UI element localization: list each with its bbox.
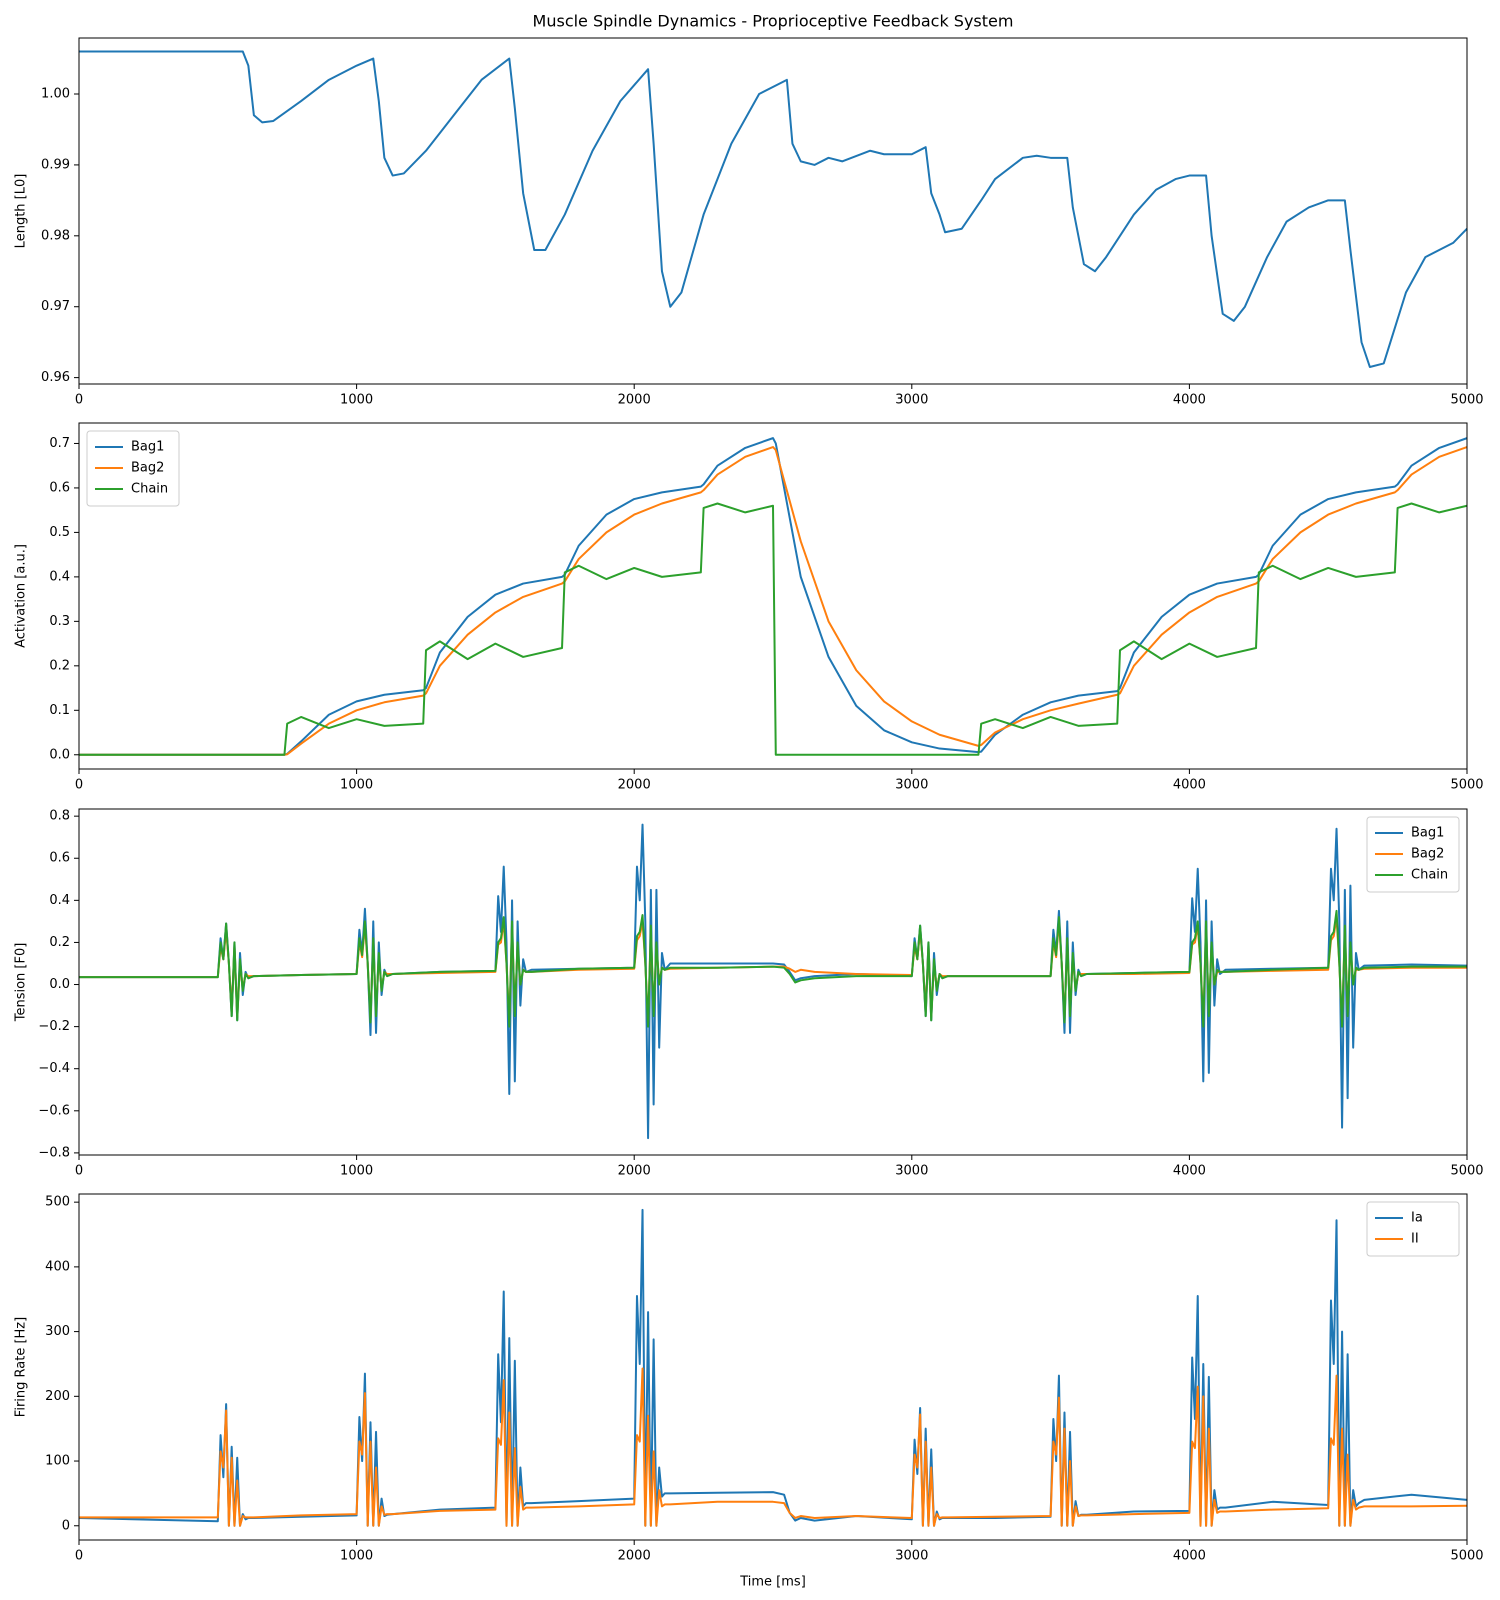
series-line — [79, 446, 1468, 756]
x-tick-label: 2000 — [618, 778, 651, 793]
x-tick-label: 4000 — [1173, 393, 1206, 408]
legend: Ia II — [1366, 1201, 1460, 1257]
y-tick-label: 0.3 — [49, 614, 70, 629]
x-tick-label: 0 — [75, 1549, 83, 1564]
legend-label: Bag1 — [131, 440, 164, 455]
x-tick-label: 1000 — [340, 778, 373, 793]
x-tick-label: 0 — [75, 1164, 83, 1179]
y-tick-label: 0.7 — [49, 436, 70, 451]
chart-title: Muscle Spindle Dynamics - Proprioceptive… — [533, 12, 1014, 31]
y-tick-label: 0.8 — [49, 809, 70, 824]
x-tick-label: 1000 — [340, 1549, 373, 1564]
y-tick-label: 0.2 — [49, 935, 70, 950]
x-tick-label: 1000 — [340, 393, 373, 408]
x-tick-label: 4000 — [1173, 778, 1206, 793]
y-axis-label: Length [L0] — [14, 174, 29, 249]
x-tick-label: 0 — [75, 393, 83, 408]
y-axis-label: Firing Rate [Hz] — [14, 1317, 29, 1417]
y-tick-label: 1.00 — [41, 87, 70, 102]
legend: Bag1 Bag2 Chain — [1366, 816, 1460, 893]
x-axis-label: Time [ms] — [739, 1575, 806, 1590]
axes-frame — [78, 1193, 1468, 1541]
x-tick-label: 0 — [75, 778, 83, 793]
legend-label: II — [1411, 1232, 1419, 1247]
y-tick-label: −0.4 — [38, 1061, 70, 1076]
y-tick-label: 0.6 — [49, 851, 70, 866]
y-tick-label: 400 — [45, 1259, 70, 1274]
legend-box — [1366, 1201, 1460, 1257]
legend-label: Bag2 — [1411, 847, 1444, 862]
x-tick-label: 2000 — [618, 1164, 651, 1179]
legend-label: Chain — [131, 482, 168, 497]
y-tick-label: 0.4 — [49, 893, 70, 908]
x-tick-label: 1000 — [340, 1164, 373, 1179]
x-tick-label: 4000 — [1173, 1549, 1206, 1564]
legend: Bag1 Bag2 Chain — [86, 430, 180, 507]
y-tick-label: 0.0 — [49, 747, 70, 762]
y-tick-label: 0.2 — [49, 658, 70, 673]
axes-frame — [78, 37, 1468, 385]
series-line — [78, 1208, 1468, 1527]
legend-box — [86, 430, 180, 507]
series-line — [79, 437, 1468, 756]
series-line — [79, 909, 1467, 1028]
legend-label: Bag1 — [1411, 826, 1444, 841]
x-tick-label: 3000 — [895, 1549, 928, 1564]
x-tick-label: 3000 — [895, 393, 928, 408]
x-tick-label: 5000 — [1450, 1164, 1483, 1179]
y-tick-label: 200 — [45, 1389, 70, 1404]
legend-label: Bag2 — [131, 461, 164, 476]
y-tick-label: 0.6 — [49, 480, 70, 495]
series-line — [79, 502, 1468, 756]
y-tick-label: 0.96 — [41, 370, 70, 385]
series-line — [79, 1367, 1468, 1527]
y-axis-label: Tension [F0] — [14, 943, 29, 1023]
axes-frame — [78, 808, 1468, 1156]
series-line — [79, 823, 1468, 1140]
y-tick-label: 500 — [45, 1195, 70, 1210]
x-tick-label: 5000 — [1450, 778, 1483, 793]
y-tick-label: 0.5 — [49, 525, 70, 540]
x-tick-label: 4000 — [1173, 1164, 1206, 1179]
y-tick-label: −0.6 — [38, 1103, 70, 1118]
y-tick-label: 0.98 — [41, 228, 70, 243]
x-tick-label: 3000 — [895, 1164, 928, 1179]
x-tick-label: 2000 — [618, 393, 651, 408]
legend-box — [1366, 816, 1460, 893]
y-axis-label: Activation [a.u.] — [14, 544, 29, 648]
series-line — [79, 50, 1468, 368]
x-tick-label: 3000 — [895, 778, 928, 793]
legend-label: Ia — [1411, 1211, 1423, 1226]
y-tick-label: 0.1 — [49, 703, 70, 718]
axes-frame — [78, 422, 1468, 770]
y-tick-label: 100 — [45, 1454, 70, 1469]
y-tick-label: 300 — [45, 1324, 70, 1339]
y-tick-label: 0.0 — [49, 977, 70, 992]
y-tick-label: 0.4 — [49, 569, 70, 584]
legend-label: Chain — [1411, 868, 1448, 883]
y-tick-label: 0.97 — [41, 299, 70, 314]
y-tick-label: 0 — [62, 1518, 70, 1533]
y-tick-label: −0.8 — [38, 1145, 70, 1160]
x-tick-label: 5000 — [1450, 1549, 1483, 1564]
y-tick-label: −0.2 — [38, 1019, 70, 1034]
x-tick-label: 5000 — [1450, 393, 1483, 408]
y-tick-label: 0.99 — [41, 157, 70, 172]
x-tick-label: 2000 — [618, 1549, 651, 1564]
